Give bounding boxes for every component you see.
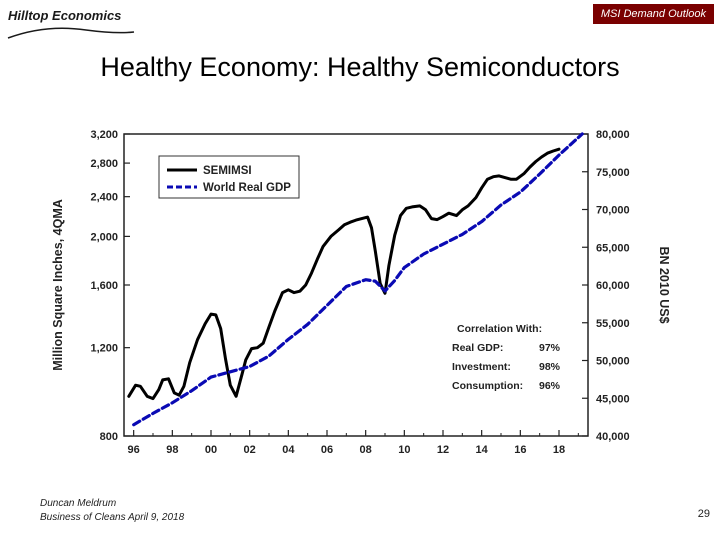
x-tick-label: 10	[398, 444, 410, 456]
y-tick-label-right: 40,000	[596, 431, 630, 443]
x-tick-label: 00	[205, 444, 217, 456]
footer-author: Duncan Meldrum	[40, 498, 117, 509]
correlation-label: Consumption:	[452, 380, 523, 392]
x-tick-label: 96	[128, 444, 140, 456]
footer-event: Business of Cleans April 9, 2018	[40, 512, 185, 523]
y-tick-label-right: 80,000	[596, 129, 630, 141]
y-tick-label-right: 70,000	[596, 205, 630, 217]
series-line-world-real-gdp	[132, 132, 584, 427]
x-tick-label: 14	[476, 444, 489, 456]
y-tick-label-right: 50,000	[596, 356, 630, 368]
x-tick-label: 18	[553, 444, 565, 456]
page-number: 29	[697, 508, 710, 520]
correlation-label: Real GDP:	[452, 342, 503, 354]
semimsi-vs-gdp-chart: 800 1,200 1,600 2,000 2,400 2,800 3,200 40,000 4…	[51, 129, 671, 456]
section-tag: MSI Demand Outlook	[592, 4, 714, 24]
hilltop-logo: Hilltop Economics	[6, 4, 136, 44]
x-tick-label: 98	[166, 444, 178, 456]
y-tick-label-left: 1,600	[90, 280, 118, 292]
y-tick-label-left: 800	[100, 431, 118, 443]
y-tick-label-left: 2,000	[90, 231, 118, 243]
series-line-semimsi	[127, 147, 561, 401]
correlation-label: Investment:	[452, 361, 511, 373]
x-tick-label: 06	[321, 444, 333, 456]
y-tick-label-right: 60,000	[596, 280, 630, 292]
y-tick-label-right: 45,000	[596, 393, 630, 405]
footer-credit: Duncan Meldrum Business of Cleans April …	[40, 497, 184, 525]
y-tick-label-left: 2,800	[90, 158, 118, 170]
correlation-title: Correlation With:	[457, 323, 542, 335]
logo-text: Hilltop Economics	[8, 8, 122, 23]
legend-box	[158, 155, 300, 199]
y-axis-title-right: BN 2010 US$	[657, 246, 671, 323]
correlation-value: 97%	[539, 342, 561, 354]
y-tick-label-right: 55,000	[596, 318, 630, 330]
legend-label-semimsi: SEMIMSI	[203, 165, 252, 177]
legend-label-gdp: World Real GDP	[203, 182, 291, 194]
y-tick-label-left: 3,200	[90, 129, 118, 141]
x-tick-label: 04	[282, 444, 295, 456]
x-tick-label: 02	[244, 444, 256, 456]
y-tick-label-right: 65,000	[596, 242, 630, 254]
correlation-value: 96%	[539, 380, 561, 392]
y-tick-label-left: 2,400	[90, 192, 118, 204]
x-tick-label: 08	[360, 444, 372, 456]
logo-hill-icon	[7, 27, 135, 39]
y-tick-label-left: 1,200	[90, 343, 118, 355]
y-tick-label-right: 75,000	[596, 167, 630, 179]
correlation-value: 98%	[539, 361, 561, 373]
x-tick-label: 12	[437, 444, 449, 456]
x-tick-label: 16	[514, 444, 526, 456]
y-axis-title-left: Million Square Inches, 4QMA	[51, 199, 65, 371]
slide-title: Healthy Economy: Healthy Semiconductors	[100, 52, 620, 82]
